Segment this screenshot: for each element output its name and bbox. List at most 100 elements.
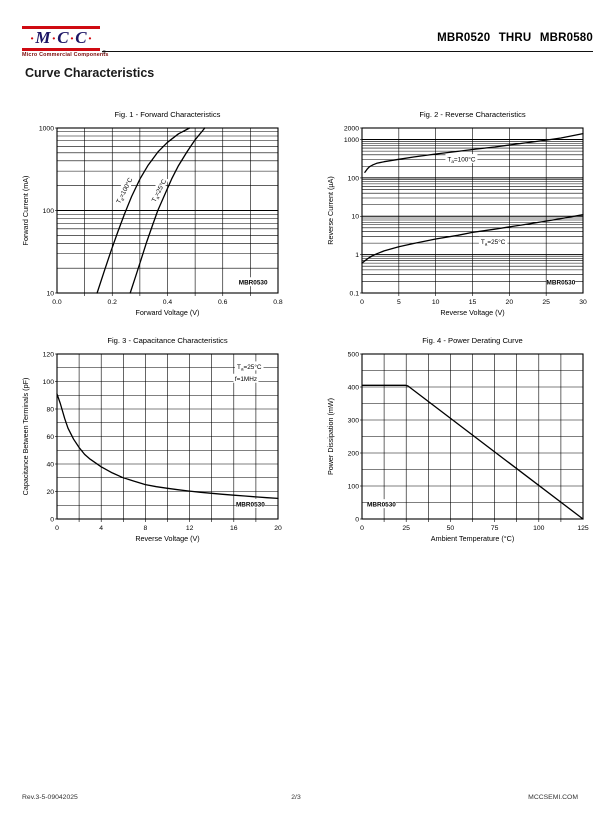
tick-labels: 0.0 0.2 0.4 0.6 0.8 10 100 1000 (39, 125, 283, 306)
fig3-capacitance-characteristics-chart: 0 4 8 12 16 20 0 20 40 60 80 100 120 Fig. 3 - Capacit… (21, 336, 282, 543)
footer-revision: Rev.3-5-09042025 (22, 794, 78, 801)
y-tick-label: 10 (351, 214, 359, 221)
gridlines (362, 128, 583, 296)
logo-letter: C (75, 28, 87, 47)
x-tick-label: 0.2 (108, 299, 118, 306)
plot-border (361, 127, 584, 294)
y-tick-label: 0.1 (350, 290, 360, 297)
x-tick-label: 5 (397, 299, 401, 306)
svg-text:f=1MHz: f=1MHz (235, 376, 257, 383)
y-axis-label: Power Dissipation (mW) (326, 398, 335, 475)
series-power-dissipation (361, 384, 584, 520)
series-ta-25c (361, 214, 584, 264)
section-title: Curve Characteristics (25, 66, 155, 80)
gridlines (362, 354, 583, 522)
x-tick-label: 20 (274, 525, 282, 532)
logo-dot: · (87, 32, 93, 47)
y-tick-label: 100 (348, 175, 360, 182)
y-tick-label: 60 (46, 434, 54, 441)
logo-letter: M (35, 28, 51, 47)
chart-body: 0.0 0.2 0.4 0.6 0.8 10 100 1000 Fig. 1 - Forward… (21, 110, 283, 317)
x-tick-label: 12 (186, 525, 194, 532)
svg-text:MBR0530: MBR0530 (367, 502, 396, 509)
y-tick-label: 200 (348, 450, 360, 457)
x-tick-label: 25 (402, 525, 410, 532)
chart-title: Fig. 1 - Forward Characteristics (115, 110, 221, 119)
x-tick-label: 75 (491, 525, 499, 532)
x-axis-label: Ambient Temperature (°C) (431, 534, 514, 543)
annotation: Ta=25°C (478, 236, 508, 247)
y-tick-label: 1000 (39, 125, 54, 132)
registered-mark: ® (102, 50, 106, 56)
y-tick-label: 100 (348, 483, 360, 490)
y-tick-label: 400 (348, 384, 360, 391)
x-tick-label: 100 (533, 525, 545, 532)
x-axis-label: Reverse Voltage (V) (135, 534, 199, 543)
y-tick-label: 100 (43, 208, 55, 215)
y-tick-label: 500 (348, 351, 360, 358)
chart-body: 0 25 50 75 100 125 0 100 200 300 400 500 Fig. 4 - Po… (326, 336, 589, 543)
y-tick-label: 300 (348, 417, 360, 424)
x-axis-label: Forward Voltage (V) (136, 308, 200, 317)
logo-top-bar (22, 26, 100, 29)
svg-text:MBR0530: MBR0530 (236, 501, 265, 508)
svg-text:Ta=100°C: Ta=100°C (447, 155, 475, 164)
y-axis-label: Forward Current (mA) (21, 176, 30, 246)
x-tick-label: 4 (99, 525, 103, 532)
chart-title: Fig. 4 - Power Derating Curve (422, 336, 522, 345)
chart-body: 0 5 10 15 20 25 30 0.1 1 10 100 1000 2000 Fig. 2 - Re… (326, 110, 587, 317)
svg-text:MBR0530: MBR0530 (239, 280, 268, 287)
annotation: Ta=100°C (445, 154, 478, 164)
y-tick-label: 0 (355, 516, 359, 523)
chart-title: Fig. 2 - Reverse Characteristics (419, 110, 526, 119)
part-number-title: MBR0520 THRU MBR0580 (437, 32, 593, 44)
y-tick-label: 1000 (344, 137, 359, 144)
x-tick-label: 30 (579, 299, 587, 306)
y-tick-label: 1 (355, 252, 359, 259)
annotation: MBR0530 (239, 277, 268, 287)
y-axis-label: Reverse Current (µA) (326, 176, 335, 244)
annotation: MBR0530 (547, 277, 576, 287)
x-axis-label: Reverse Voltage (V) (440, 308, 504, 317)
x-tick-label: 0.6 (218, 299, 228, 306)
tick-labels: 0 4 8 12 16 20 0 20 40 60 80 100 120 (43, 351, 282, 532)
x-tick-label: 0.0 (52, 299, 62, 306)
plot-border (361, 353, 584, 520)
mcc-logo: · M · C · C · ® Micro Commercial Components (22, 26, 109, 58)
fig1-forward-characteristics-chart: 0.0 0.2 0.4 0.6 0.8 10 100 1000 Fig. 1 - Forward… (21, 110, 283, 317)
y-tick-label: 100 (43, 379, 55, 386)
x-tick-label: 0.4 (163, 299, 173, 306)
x-tick-label: 16 (230, 525, 238, 532)
tick-labels: 0 25 50 75 100 125 0 100 200 300 400 500 (348, 351, 589, 532)
series-capacitance (56, 393, 279, 500)
footer-website: MCCSEMI.COM (528, 794, 578, 801)
logo-dot: · (29, 32, 35, 47)
x-tick-label: 15 (469, 299, 477, 306)
y-tick-label: 10 (46, 290, 54, 297)
chart-body: 0 4 8 12 16 20 0 20 40 60 80 100 120 Fig. 3 - Capacit… (21, 336, 282, 543)
logo-wordmark: · M · C · C · (22, 29, 100, 48)
y-tick-label: 20 (46, 489, 54, 496)
x-tick-label: 10 (432, 299, 440, 306)
annotation: f=1MHz (233, 373, 259, 383)
series-ta-100c (96, 127, 191, 294)
y-tick-label: 120 (43, 351, 55, 358)
x-tick-label: 0.8 (273, 299, 283, 306)
series-ta-25c (129, 127, 206, 294)
logo-dot: · (69, 32, 75, 47)
x-tick-label: 0 (55, 525, 59, 532)
series-ta-100c (364, 132, 584, 173)
fig4-power-derating-curve-chart: 0 25 50 75 100 125 0 100 200 300 400 500 Fig. 4 - Po… (326, 336, 589, 543)
chart-title: Fig. 3 - Capacitance Characteristics (107, 336, 227, 345)
annotation: MBR0530 (367, 499, 396, 509)
svg-text:Ta=25°C: Ta=25°C (481, 238, 506, 247)
y-tick-label: 0 (50, 516, 54, 523)
gridlines (57, 128, 278, 296)
logo-bottom-bar (22, 47, 100, 51)
header-rule (102, 51, 593, 53)
x-tick-label: 0 (360, 525, 364, 532)
logo-tagline: Micro Commercial Components (22, 51, 109, 58)
x-tick-label: 20 (506, 299, 514, 306)
y-tick-label: 2000 (344, 125, 359, 132)
